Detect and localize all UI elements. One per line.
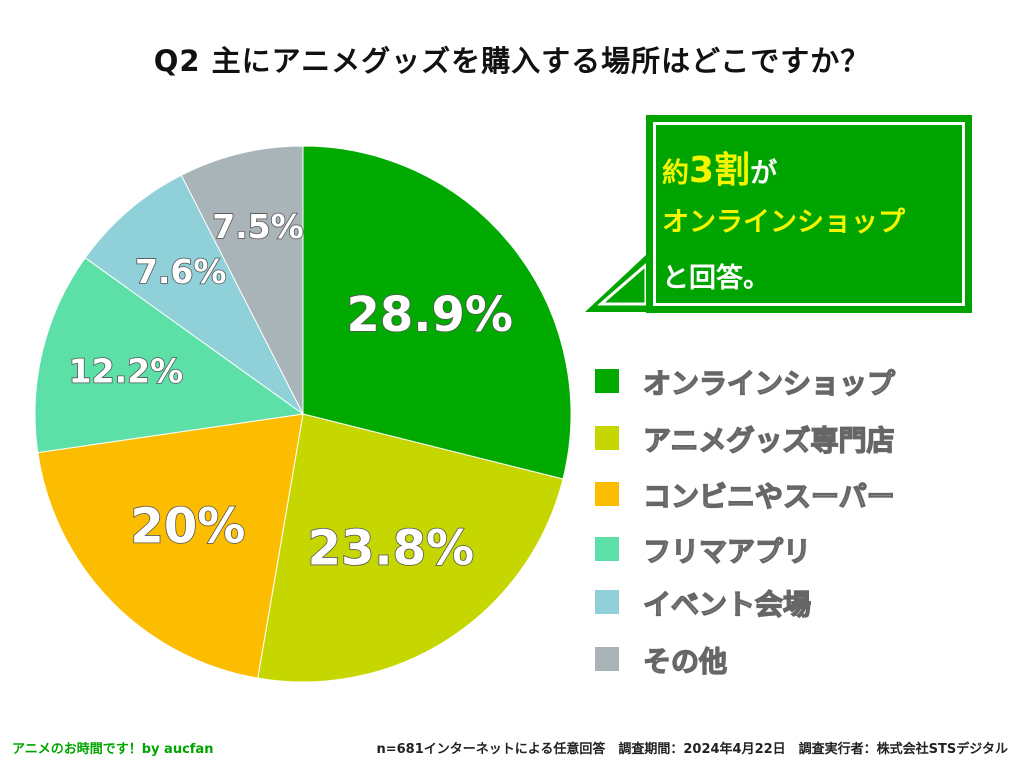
legend-label: イベント会場 bbox=[642, 587, 812, 621]
pie-label-anime-goods-store: 23.8% bbox=[308, 521, 475, 577]
legend-item: イベント会場 bbox=[595, 587, 995, 622]
callout-box: 約3割が オンラインショップ と回答。 bbox=[646, 115, 972, 313]
legend-swatch bbox=[595, 426, 619, 450]
legend-item: アニメグッズ専門店 bbox=[595, 423, 995, 458]
legend-swatch bbox=[595, 647, 619, 671]
pie-slice-flea-market-app bbox=[34, 257, 305, 454]
legend-label: フリマアプリ bbox=[642, 534, 812, 568]
pie-label-convenience-store: 20% bbox=[130, 498, 245, 554]
footer-survey-info: n=681インターネットによる任意回答 調査期間：2024年4月22日 調査実行… bbox=[376, 742, 1008, 757]
legend-swatch bbox=[595, 590, 619, 614]
callout-pointer bbox=[585, 255, 648, 312]
legend-item: オンラインショップ bbox=[595, 366, 995, 401]
legend-item: その他 bbox=[595, 644, 995, 679]
legend-label: アニメグッズ専門店 bbox=[642, 423, 895, 457]
footer-brand: アニメのお時間です！by aucfan bbox=[12, 742, 214, 757]
pie-label-online-shop: 28.9% bbox=[346, 287, 513, 343]
chart-title: Q2 主にアニメグッズを購入する場所はどこですか？ bbox=[153, 44, 871, 78]
callout-line-2: オンラインショップ bbox=[662, 207, 905, 238]
pie-label-event-venue: 7.6% bbox=[135, 252, 227, 291]
pie-slice-other bbox=[180, 145, 304, 415]
legend-swatch bbox=[595, 537, 619, 561]
pie-label-flea-market-app: 12.2% bbox=[69, 351, 184, 390]
legend-label: コンビニやスーパー bbox=[642, 479, 895, 513]
pie-slice-online-shop bbox=[302, 145, 572, 480]
pie-slice-anime-goods-store bbox=[257, 413, 564, 683]
legend-label: オンラインショップ bbox=[642, 366, 896, 400]
pie-slice-convenience-store bbox=[37, 413, 304, 679]
callout-line-1: 約3割が bbox=[662, 150, 778, 191]
legend-item: フリマアプリ bbox=[595, 534, 995, 569]
legend-item: コンビニやスーパー bbox=[595, 479, 995, 514]
pie-slice-event-venue bbox=[84, 174, 304, 415]
legend-swatch bbox=[595, 482, 619, 506]
pie-label-other: 7.5% bbox=[212, 207, 304, 246]
legend-swatch bbox=[595, 369, 619, 393]
callout-line-3: と回答。 bbox=[662, 263, 770, 294]
legend-label: その他 bbox=[642, 644, 728, 678]
